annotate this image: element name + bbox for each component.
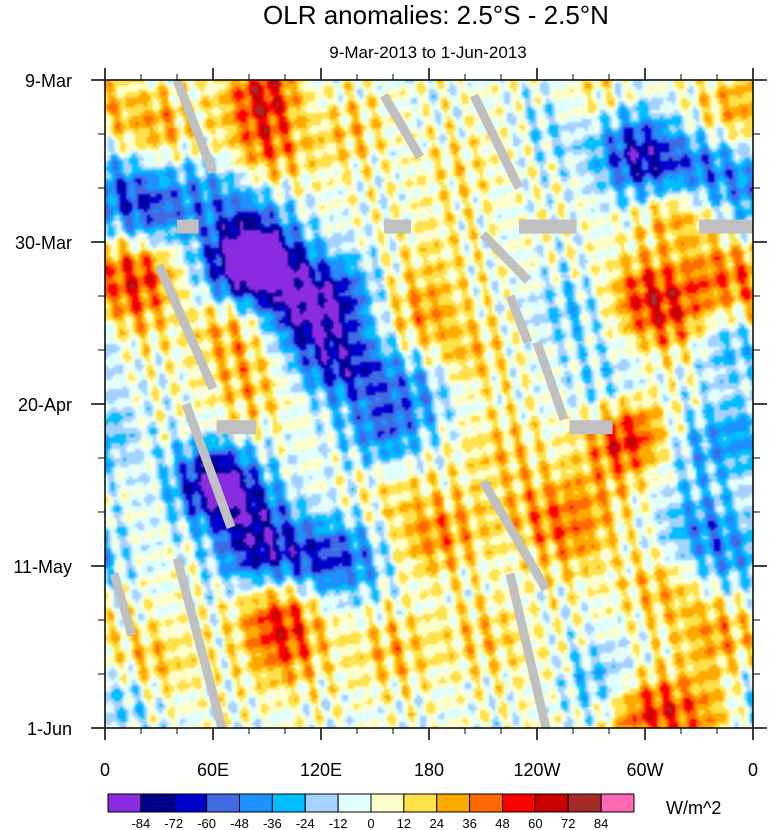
colorbar-swatch — [567, 793, 602, 813]
colorbar-label: 24 — [430, 816, 444, 830]
x-tick-label: 0 — [100, 760, 110, 780]
colorbar-swatch — [206, 793, 240, 813]
colorbar-label: -60 — [197, 816, 216, 830]
x-tick-label: 60W — [626, 760, 663, 780]
missing-data-strip — [154, 263, 218, 391]
missing-data-strip — [505, 294, 533, 344]
colorbar-label: 36 — [462, 816, 476, 830]
missing-data-strip — [380, 93, 424, 160]
colorbar-label: -36 — [263, 816, 282, 830]
chart-title: OLR anomalies: 2.5°S - 2.5°N — [263, 0, 609, 30]
missing-data-bar — [177, 219, 199, 234]
colorbar-swatch — [403, 793, 438, 813]
chart-subtitle: 9-Mar-2013 to 1-Jun-2013 — [329, 43, 527, 62]
colorbar-label: 72 — [561, 816, 575, 830]
colorbar-swatch — [370, 793, 405, 813]
colorbar-swatch — [469, 793, 503, 813]
colorbar-swatch — [173, 793, 208, 813]
missing-data-strip — [172, 557, 227, 730]
x-axis: 0 60E 120E 180 120W 60W 0 — [100, 68, 758, 780]
colorbar-swatch — [140, 793, 175, 813]
missing-data-strip — [469, 93, 524, 190]
colorbar-swatch — [107, 793, 142, 813]
y-axis: 9-Mar 30-Mar 20-Apr 11-May 1-Jun — [13, 71, 767, 739]
y-tick-label: 30-Mar — [15, 233, 72, 253]
colorbar-label: 60 — [528, 816, 542, 830]
y-tick-label: 11-May — [13, 557, 72, 577]
missing-data-strip — [109, 572, 137, 637]
colorbar-units: W/m^2 — [666, 798, 721, 818]
missing-data-strip — [172, 78, 218, 175]
colorbar-swatch — [239, 793, 273, 813]
missing-data-bar — [519, 219, 577, 234]
x-tick-label: 60E — [197, 760, 229, 780]
y-tick-label: 20-Apr — [18, 395, 72, 415]
olr-anomaly-field — [105, 80, 753, 728]
plot-area — [104, 78, 754, 730]
colorbar-swatch — [271, 793, 306, 813]
x-tick-label: 120W — [513, 760, 560, 780]
colorbar-label: 84 — [594, 816, 608, 830]
colorbar-label: -24 — [296, 816, 315, 830]
colorbar: -84 -72 -60 -48 -36 -24 -12 0 12 24 36 48 60 72 84 — [107, 793, 635, 830]
x-tick-label: 0 — [748, 760, 758, 780]
missing-data-strip — [479, 478, 550, 592]
colorbar-label: 0 — [367, 816, 374, 830]
colorbar-swatch — [600, 793, 635, 813]
colorbar-swatch — [502, 793, 536, 813]
colorbar-label: -84 — [131, 816, 150, 830]
missing-data-bar — [216, 420, 257, 435]
y-tick-label: 1-Jun — [27, 719, 72, 739]
missing-data-bar — [569, 420, 613, 435]
colorbar-swatch — [304, 793, 339, 813]
missing-data-bar — [384, 219, 411, 234]
missing-data-strip — [181, 402, 236, 529]
colorbar-label: -48 — [230, 816, 249, 830]
colorbar-swatch — [534, 793, 569, 813]
colorbar-swatch — [436, 793, 471, 813]
y-tick-label: 9-Mar — [25, 71, 72, 91]
colorbar-label: -12 — [329, 816, 348, 830]
colorbar-label: 48 — [495, 816, 509, 830]
missing-data-strip — [532, 340, 569, 421]
colorbar-label: 12 — [397, 816, 411, 830]
colorbar-label: -72 — [164, 816, 183, 830]
missing-data-bar — [699, 219, 753, 234]
x-tick-label: 180 — [414, 760, 444, 780]
missing-data-layer — [109, 78, 753, 730]
missing-data-strip — [479, 231, 532, 284]
x-tick-label: 120E — [300, 760, 342, 780]
missing-data-strip — [505, 572, 551, 730]
colorbar-swatch — [337, 793, 372, 813]
